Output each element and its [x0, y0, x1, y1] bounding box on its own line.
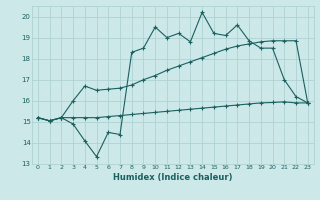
X-axis label: Humidex (Indice chaleur): Humidex (Indice chaleur) [113, 173, 233, 182]
